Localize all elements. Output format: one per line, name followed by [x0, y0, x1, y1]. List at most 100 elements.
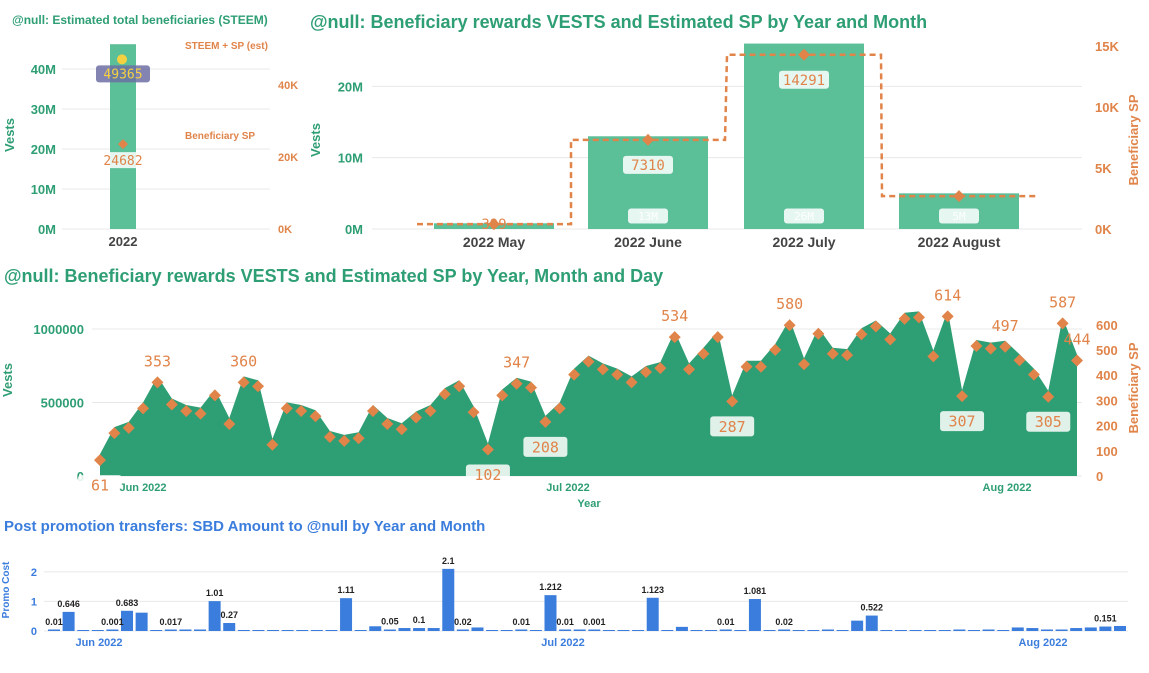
c3-sp-label: 61 — [91, 477, 109, 495]
c3-sp-marker — [180, 405, 193, 417]
c3-xlabel: Year — [577, 498, 601, 510]
c3-sp-label: 497 — [992, 317, 1019, 335]
c4-bar — [354, 630, 367, 631]
c1-y2tick: 40K — [278, 80, 298, 92]
c4-bar — [778, 629, 791, 631]
c3-sp-marker — [596, 363, 609, 376]
c4-bar — [194, 629, 207, 631]
c3-sp-marker — [467, 406, 480, 419]
c4-bar-label: 0.02 — [775, 617, 793, 627]
c4-bar-label: 0.1 — [413, 615, 426, 625]
c3-sp-marker — [654, 362, 667, 375]
c3-sp-marker — [381, 418, 394, 430]
c4-bar — [121, 610, 134, 631]
c3-sp-marker — [639, 366, 652, 378]
c4-bar-label: 0.05 — [381, 617, 399, 627]
c3-sp-marker — [1027, 368, 1040, 381]
c4-bar — [602, 630, 615, 631]
c2-xtick: 2022 August — [918, 234, 1001, 250]
c3-sp-marker — [553, 402, 566, 415]
c3-sp-marker — [568, 368, 581, 381]
c4-bar-label: 0.01 — [513, 617, 531, 627]
c4-bar — [208, 601, 221, 631]
c4-bar-label: 0.151 — [1094, 614, 1117, 624]
c3-sp-marker — [137, 402, 150, 415]
c3-sp-label: 208 — [532, 438, 559, 456]
c3-sp-marker — [826, 347, 839, 360]
c3-sp-marker — [295, 405, 308, 417]
c4-bar-label: 1.081 — [744, 586, 767, 596]
c4-bar — [413, 628, 426, 631]
c3-sp-marker — [740, 360, 753, 373]
c3-y2tick: 600 — [1096, 318, 1118, 333]
c4-bar — [296, 630, 309, 631]
c4-bar — [734, 630, 747, 631]
c2-sp-label-bg — [779, 70, 829, 89]
c3-sp-marker — [352, 432, 365, 445]
c3-sp-label: 534 — [661, 307, 688, 325]
c2-xtick: 2022 July — [772, 234, 835, 250]
c4-bar — [62, 611, 75, 631]
c4-bar — [340, 598, 353, 631]
c3-sp-label-bg — [523, 436, 568, 457]
c4-bar — [544, 595, 557, 631]
c3-sp-label-bg — [710, 416, 755, 437]
c2-ytick: 10M — [338, 151, 363, 166]
c3-sp-marker — [266, 438, 279, 451]
c3-sp-marker — [280, 402, 293, 415]
c3-xtick: Jun 2022 — [119, 482, 166, 494]
c4-bar — [982, 629, 995, 631]
c3-sp-marker — [510, 377, 523, 390]
c4-bar — [792, 630, 805, 631]
c2-y2tick: 15K — [1095, 39, 1119, 54]
c3-sp-marker — [912, 311, 925, 324]
c2-y2tick: 10K — [1095, 100, 1119, 115]
c4-bar — [150, 630, 163, 631]
c4-bar — [529, 630, 542, 631]
c3-sp-marker — [841, 349, 854, 362]
c4-bar — [471, 627, 484, 631]
c1-y2tick: 20K — [278, 152, 298, 164]
c3-xtick: Jul 2022 — [546, 482, 589, 494]
c2-sp-step-line — [417, 53, 1036, 226]
c3-sp-label-bg — [1026, 411, 1071, 432]
c4-bar-label: 0.01 — [45, 617, 63, 627]
c2-sp-marker — [488, 218, 500, 231]
c2-vests-label-bg — [628, 208, 668, 224]
c1-legend-steem: STEEM + SP (est) — [185, 41, 268, 52]
c2-sp-marker — [798, 48, 810, 61]
c3-sp-marker — [496, 389, 509, 402]
c4-bar-label: 0.01 — [717, 617, 735, 627]
c3-sp-label: 102 — [474, 466, 501, 484]
c3-sp-marker — [941, 310, 954, 323]
c4-bar — [661, 630, 674, 631]
c2-xtick: 2022 June — [614, 234, 682, 250]
c4-bar — [617, 630, 630, 631]
c4-bar — [164, 629, 177, 631]
c4-bar — [310, 630, 323, 631]
c4-bar — [573, 629, 586, 631]
c4-bar — [1114, 625, 1126, 631]
c3-y2tick: 200 — [1096, 419, 1118, 434]
c3-sp-marker — [927, 350, 940, 363]
c4-bar — [1099, 626, 1112, 631]
c3-sp-marker — [956, 390, 969, 403]
c4-bar-label: 0.001 — [583, 617, 606, 627]
c3-sp-marker — [798, 358, 811, 371]
c3-sp-marker — [783, 319, 796, 332]
c3-sp-marker — [252, 380, 265, 393]
c2-ylabel: Vests — [308, 123, 323, 157]
c2-sp-marker — [642, 133, 654, 146]
c3-sp-marker — [869, 320, 882, 333]
c2-vests-label: 5M — [952, 210, 966, 223]
c4-bar — [632, 630, 645, 631]
c3-ylabel: Vests — [0, 363, 15, 397]
c3-sp-marker — [194, 407, 207, 420]
c3-ytick: 1000000 — [33, 322, 84, 337]
c2-vests-label-bg — [784, 208, 824, 224]
c3-sp-marker — [697, 347, 710, 360]
c4-bar-label: 1.11 — [338, 585, 355, 595]
